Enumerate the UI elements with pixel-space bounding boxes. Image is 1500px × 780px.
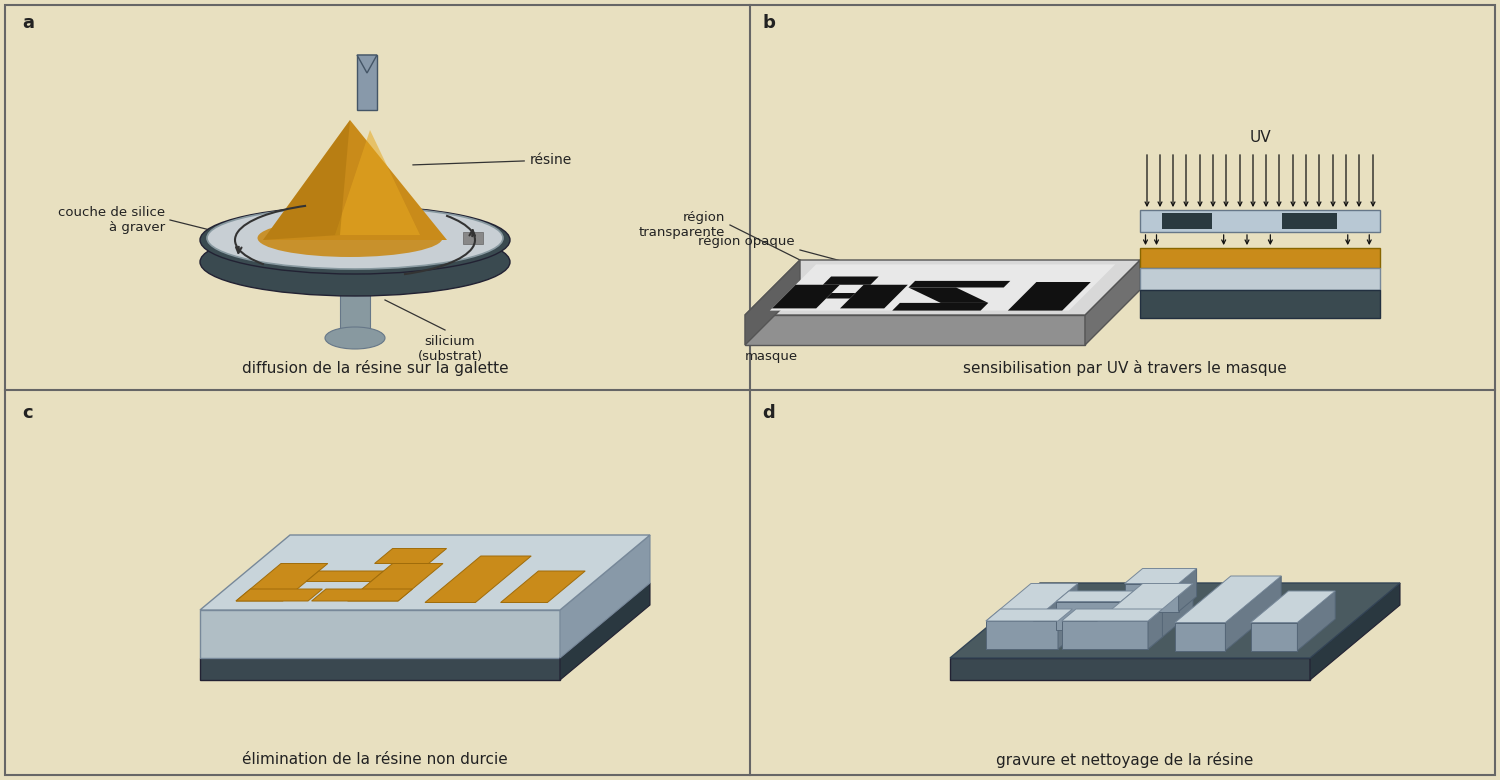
Ellipse shape xyxy=(200,228,510,296)
Polygon shape xyxy=(424,556,531,602)
Ellipse shape xyxy=(207,207,502,269)
Polygon shape xyxy=(1008,282,1090,310)
Polygon shape xyxy=(772,285,840,308)
Polygon shape xyxy=(1120,591,1134,629)
Polygon shape xyxy=(986,583,1078,621)
Polygon shape xyxy=(1174,576,1281,622)
Polygon shape xyxy=(357,55,376,110)
Text: silicium
(substrat): silicium (substrat) xyxy=(417,335,483,363)
Polygon shape xyxy=(1310,583,1400,680)
Polygon shape xyxy=(824,276,879,285)
Bar xyxy=(1140,210,1380,232)
Polygon shape xyxy=(746,315,1084,345)
Ellipse shape xyxy=(200,206,510,274)
Text: gravure et nettoyage de la résine: gravure et nettoyage de la résine xyxy=(996,752,1254,768)
Text: d: d xyxy=(762,404,774,422)
Polygon shape xyxy=(357,55,376,73)
Text: région opaque: région opaque xyxy=(699,235,795,248)
Polygon shape xyxy=(560,583,650,680)
Polygon shape xyxy=(1226,576,1281,651)
Polygon shape xyxy=(334,130,420,235)
Text: résine: résine xyxy=(413,153,573,167)
Ellipse shape xyxy=(326,327,386,349)
Polygon shape xyxy=(1251,591,1335,622)
Polygon shape xyxy=(986,609,1072,621)
Polygon shape xyxy=(986,621,1058,649)
Polygon shape xyxy=(1174,622,1225,651)
Polygon shape xyxy=(1179,569,1197,612)
Bar xyxy=(464,232,483,244)
Polygon shape xyxy=(200,535,650,610)
Polygon shape xyxy=(1298,591,1335,651)
Polygon shape xyxy=(1125,569,1197,583)
Bar xyxy=(1140,290,1380,318)
Text: c: c xyxy=(22,404,33,422)
Polygon shape xyxy=(770,264,1114,310)
Polygon shape xyxy=(1062,621,1148,649)
Polygon shape xyxy=(1058,609,1072,649)
Polygon shape xyxy=(909,288,989,303)
Polygon shape xyxy=(1062,609,1162,621)
Polygon shape xyxy=(1056,591,1134,601)
Text: masque: masque xyxy=(746,350,798,363)
Polygon shape xyxy=(1098,621,1148,649)
Polygon shape xyxy=(200,610,560,658)
Polygon shape xyxy=(312,589,413,601)
Bar xyxy=(1140,268,1380,290)
Polygon shape xyxy=(236,589,322,601)
Bar xyxy=(1140,248,1380,268)
Text: sensibilisation par UV à travers le masque: sensibilisation par UV à travers le masq… xyxy=(963,360,1287,376)
Polygon shape xyxy=(348,563,442,601)
Text: UV: UV xyxy=(1250,130,1270,145)
Polygon shape xyxy=(950,583,1400,658)
Polygon shape xyxy=(840,285,908,308)
Polygon shape xyxy=(306,571,384,582)
Polygon shape xyxy=(986,621,1033,649)
Bar xyxy=(340,280,370,335)
Polygon shape xyxy=(262,120,447,240)
Polygon shape xyxy=(560,535,650,658)
Polygon shape xyxy=(1034,583,1078,649)
Polygon shape xyxy=(746,260,1140,315)
Polygon shape xyxy=(1251,622,1298,651)
Polygon shape xyxy=(262,120,350,240)
Polygon shape xyxy=(200,658,560,680)
Polygon shape xyxy=(1084,260,1140,345)
Polygon shape xyxy=(236,563,328,601)
Polygon shape xyxy=(1125,583,1179,612)
Polygon shape xyxy=(1056,601,1120,629)
Text: couche de silice
à graver: couche de silice à graver xyxy=(58,206,165,234)
Text: diffusion de la résine sur la galette: diffusion de la résine sur la galette xyxy=(242,360,509,376)
Polygon shape xyxy=(1148,583,1192,649)
Ellipse shape xyxy=(258,219,442,257)
Polygon shape xyxy=(501,571,585,602)
Polygon shape xyxy=(909,281,1011,288)
Polygon shape xyxy=(950,658,1310,680)
Bar xyxy=(1162,213,1212,229)
Polygon shape xyxy=(1098,583,1192,621)
Text: région
transparente: région transparente xyxy=(639,211,724,239)
Polygon shape xyxy=(375,548,447,563)
Bar xyxy=(1282,213,1336,229)
Polygon shape xyxy=(746,260,800,345)
Polygon shape xyxy=(827,293,855,299)
Polygon shape xyxy=(892,303,989,310)
Text: b: b xyxy=(762,14,776,32)
Polygon shape xyxy=(1148,609,1162,649)
Text: a: a xyxy=(22,14,34,32)
Text: élimination de la résine non durcie: élimination de la résine non durcie xyxy=(242,753,509,768)
